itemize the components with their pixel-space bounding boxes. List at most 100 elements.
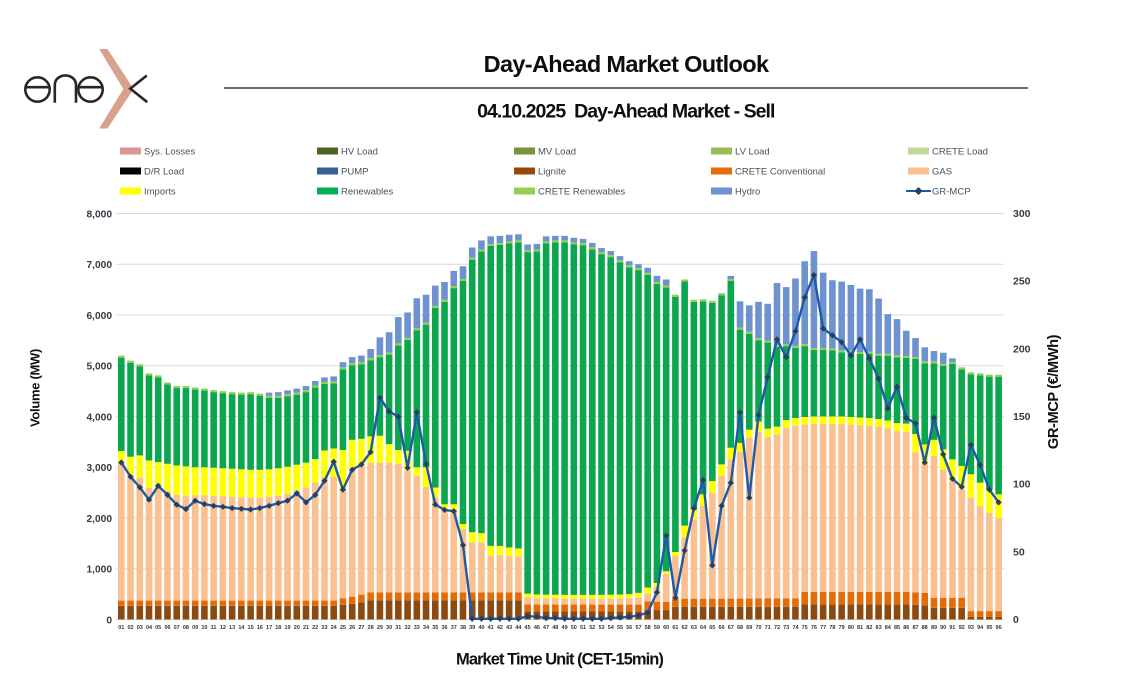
svg-text:26: 26: [349, 625, 355, 631]
svg-text:63: 63: [691, 625, 697, 631]
svg-text:33: 33: [414, 625, 420, 631]
svg-text:59: 59: [654, 625, 660, 631]
svg-text:Renewables: Renewables: [341, 187, 394, 198]
svg-text:Sys. Losses: Sys. Losses: [144, 147, 195, 158]
svg-text:74: 74: [792, 625, 799, 631]
svg-text:Day-Ahead Market Outlook: Day-Ahead Market Outlook: [484, 51, 770, 77]
svg-text:31: 31: [395, 625, 401, 631]
svg-text:47: 47: [543, 625, 549, 631]
svg-text:80: 80: [848, 625, 854, 631]
svg-text:68: 68: [737, 625, 743, 631]
svg-text:3,000: 3,000: [87, 463, 113, 474]
svg-text:HV Load: HV Load: [341, 147, 378, 158]
svg-text:57: 57: [635, 625, 641, 631]
svg-text:61: 61: [672, 625, 678, 631]
svg-text:Imports: Imports: [144, 187, 176, 198]
svg-text:82: 82: [866, 625, 872, 631]
svg-text:93: 93: [968, 625, 974, 631]
svg-text:19: 19: [284, 625, 290, 631]
svg-text:83: 83: [876, 625, 882, 631]
svg-text:48: 48: [552, 625, 558, 631]
svg-text:89: 89: [931, 625, 937, 631]
svg-text:MV Load: MV Load: [538, 147, 576, 158]
svg-text:42: 42: [497, 625, 503, 631]
svg-text:GAS: GAS: [932, 167, 952, 178]
svg-text:44: 44: [515, 625, 522, 631]
svg-text:GR-MCP: GR-MCP: [932, 187, 971, 198]
svg-text:17: 17: [266, 625, 272, 631]
svg-text:53: 53: [598, 625, 604, 631]
svg-text:10: 10: [201, 625, 207, 631]
svg-text:07: 07: [174, 625, 180, 631]
svg-text:21: 21: [303, 625, 309, 631]
svg-text:15: 15: [248, 625, 254, 631]
svg-text:CRETE Conventional: CRETE Conventional: [735, 167, 825, 178]
svg-text:0: 0: [106, 615, 112, 626]
svg-text:73: 73: [783, 625, 789, 631]
svg-text:79: 79: [839, 625, 845, 631]
svg-text:65: 65: [709, 625, 715, 631]
svg-text:12: 12: [220, 625, 226, 631]
svg-text:38: 38: [460, 625, 466, 631]
svg-text:29: 29: [377, 625, 383, 631]
svg-text:92: 92: [959, 625, 965, 631]
svg-text:5,000: 5,000: [87, 362, 113, 373]
svg-text:Hydro: Hydro: [735, 187, 760, 198]
svg-text:6,000: 6,000: [87, 311, 113, 322]
svg-text:85: 85: [894, 625, 900, 631]
svg-text:05: 05: [155, 625, 161, 631]
svg-text:50: 50: [571, 625, 577, 631]
svg-text:24: 24: [331, 625, 338, 631]
svg-text:14: 14: [238, 625, 245, 631]
svg-text:0: 0: [1013, 614, 1019, 626]
svg-text:76: 76: [811, 625, 817, 631]
svg-text:CRETE Renewables: CRETE Renewables: [538, 187, 625, 198]
svg-text:28: 28: [368, 625, 374, 631]
svg-text:16: 16: [257, 625, 263, 631]
svg-text:LV Load: LV Load: [735, 147, 770, 158]
svg-text:GR-MCP (€/MWh): GR-MCP (€/MWh): [1046, 334, 1062, 449]
svg-text:58: 58: [645, 625, 651, 631]
svg-text:250: 250: [1013, 276, 1031, 288]
svg-text:30: 30: [386, 625, 392, 631]
svg-text:03: 03: [137, 625, 143, 631]
svg-text:2,000: 2,000: [87, 514, 113, 525]
svg-text:96: 96: [996, 625, 1002, 631]
svg-text:04: 04: [146, 625, 153, 631]
svg-text:1,000: 1,000: [87, 565, 113, 576]
svg-text:86: 86: [903, 625, 909, 631]
svg-text:50: 50: [1013, 546, 1025, 558]
svg-text:91: 91: [949, 625, 955, 631]
svg-text:4,000: 4,000: [87, 412, 113, 423]
svg-text:60: 60: [663, 625, 669, 631]
svg-text:32: 32: [405, 625, 411, 631]
svg-text:06: 06: [164, 625, 170, 631]
svg-text:81: 81: [857, 625, 863, 631]
svg-text:Market Time Unit (CET-15min): Market Time Unit (CET-15min): [456, 651, 663, 669]
svg-text:52: 52: [589, 625, 595, 631]
svg-text:77: 77: [820, 625, 826, 631]
svg-text:13: 13: [229, 625, 235, 631]
svg-text:8,000: 8,000: [87, 209, 113, 220]
svg-text:43: 43: [506, 625, 512, 631]
svg-text:02: 02: [127, 625, 133, 631]
svg-text:23: 23: [321, 625, 327, 631]
svg-text:25: 25: [340, 625, 346, 631]
svg-text:CRETE Load: CRETE Load: [932, 147, 988, 158]
svg-text:94: 94: [977, 625, 984, 631]
svg-text:04.10.2025 Day-Ahead Market -: 04.10.2025 Day-Ahead Market - Sell: [477, 101, 775, 123]
svg-text:PUMP: PUMP: [341, 167, 368, 178]
svg-text:01: 01: [118, 625, 124, 631]
svg-text:67: 67: [728, 625, 734, 631]
svg-text:72: 72: [774, 625, 780, 631]
svg-text:64: 64: [700, 625, 707, 631]
svg-text:22: 22: [312, 625, 318, 631]
svg-text:150: 150: [1013, 411, 1031, 423]
svg-text:88: 88: [922, 625, 928, 631]
svg-text:11: 11: [211, 625, 217, 631]
svg-text:70: 70: [755, 625, 761, 631]
svg-text:78: 78: [829, 625, 835, 631]
svg-text:55: 55: [617, 625, 623, 631]
svg-text:35: 35: [432, 625, 438, 631]
svg-text:300: 300: [1013, 208, 1031, 220]
